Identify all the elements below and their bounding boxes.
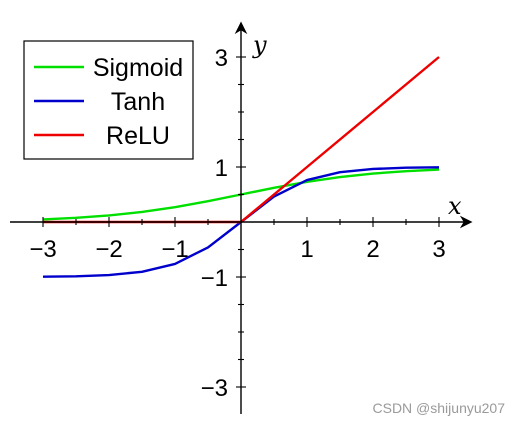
y-tick-label: −1: [201, 265, 228, 292]
legend-label-sigmoid: Sigmoid: [93, 54, 183, 82]
y-tick-label: −3: [201, 375, 228, 402]
x-tick-label: 1: [300, 236, 313, 263]
legend-label-relu: ReLU: [106, 122, 170, 150]
x-tick-label: 3: [432, 236, 445, 263]
x-tick-label: −2: [95, 236, 122, 263]
y-tick-label: 1: [215, 155, 228, 182]
x-tick-label: −3: [29, 236, 56, 263]
x-axis-label: x: [448, 192, 462, 220]
y-axis-label: y: [252, 31, 267, 59]
y-tick-label: 3: [215, 45, 228, 72]
x-tick-label: 2: [366, 236, 379, 263]
legend: Sigmoid Tanh ReLU: [23, 40, 194, 160]
watermark: CSDN @shijunyu207: [372, 400, 506, 416]
tick-layer: −3 −2 −1 1 2 3 3 1 −1 −3: [29, 45, 445, 402]
legend-label-tanh: Tanh: [111, 88, 165, 116]
x-tick-label: −1: [161, 236, 188, 263]
